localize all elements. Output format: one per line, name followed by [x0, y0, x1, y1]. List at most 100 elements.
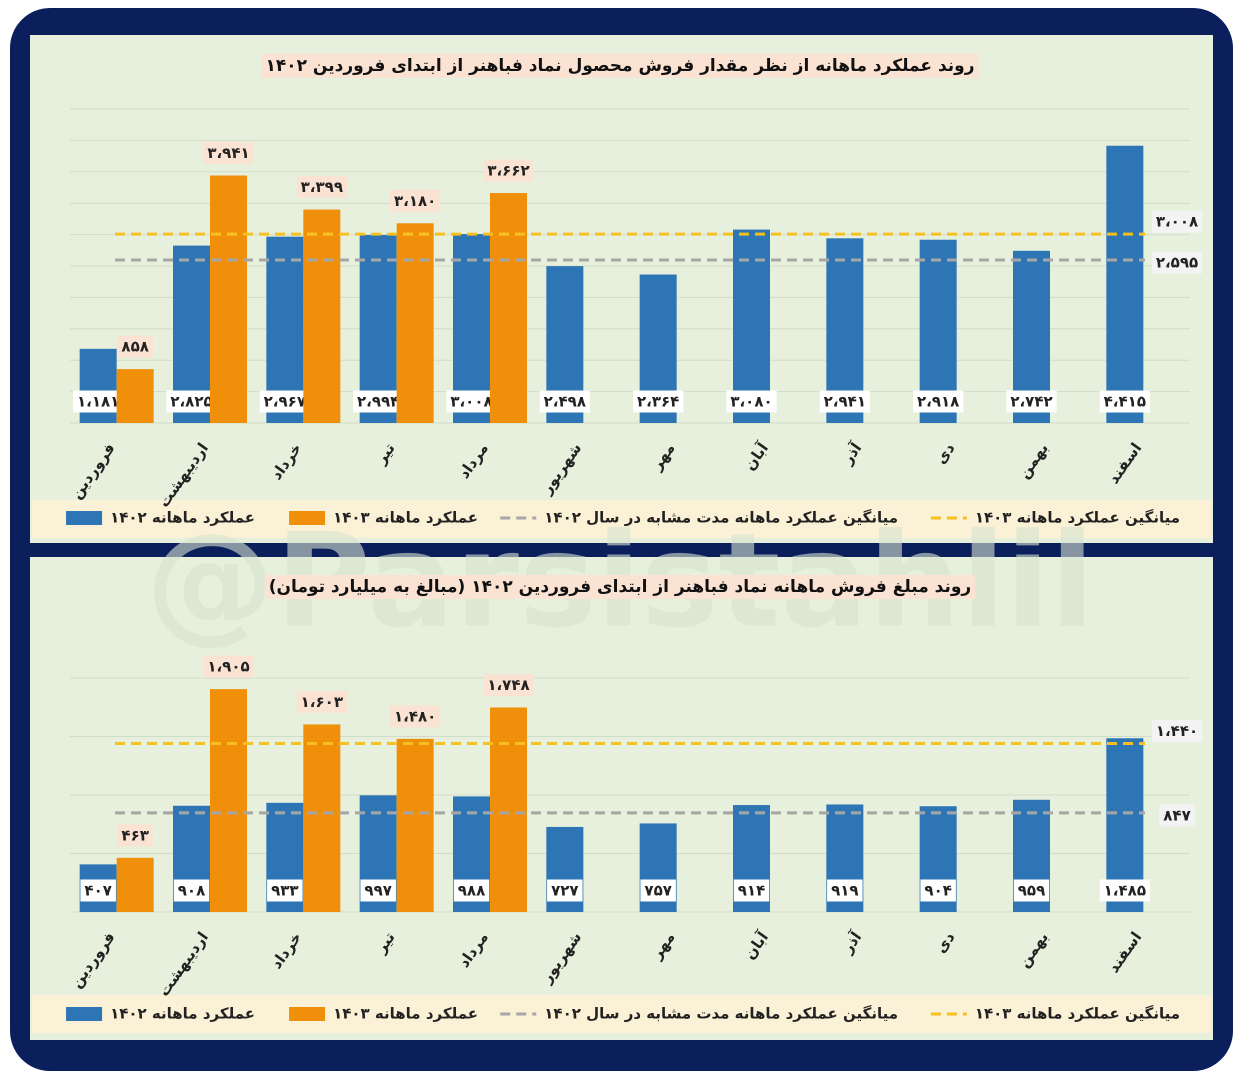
- value-label-box: [360, 879, 396, 902]
- value-label-box: [726, 390, 777, 413]
- legend-label: عملکرد ماهانه ۱۴۰۳: [333, 1005, 478, 1023]
- value-label-box: [446, 390, 497, 413]
- value-label-box: [483, 673, 534, 696]
- legend-label: عملکرد ماهانه ۱۴۰۲: [110, 1005, 255, 1023]
- value-label-box: [203, 655, 254, 678]
- bar: [396, 738, 434, 912]
- value-label-box: [80, 879, 116, 902]
- value-label: ۲،۹۱۸: [917, 393, 959, 411]
- value-label-box: [483, 159, 534, 182]
- value-label: ۹۰۴: [924, 882, 951, 900]
- value-label: ۱،۷۴۸: [487, 676, 529, 694]
- value-label-box: [166, 390, 217, 413]
- value-label-box: [1099, 879, 1150, 902]
- bar: [396, 223, 434, 423]
- value-label-box: [296, 690, 347, 713]
- legend-band: [32, 500, 1211, 538]
- chart-title: روند مبلغ فروش ماهانه نماد فباهنر از ابت…: [269, 577, 971, 597]
- legend-label: میانگین عملکرد ماهانه ۱۴۰۳: [975, 1005, 1180, 1023]
- legend-band: [32, 995, 1211, 1033]
- reference-label-box: [1151, 720, 1203, 743]
- value-label: ۲،۸۲۵: [170, 393, 212, 411]
- value-label: ۱،۴۸۵: [1104, 882, 1146, 900]
- reference-label: ۳،۰۰۸: [1156, 213, 1198, 231]
- value-label: ۲،۷۴۲: [1010, 393, 1052, 411]
- value-label-box: [117, 335, 153, 358]
- value-label: ۳،۶۶۲: [487, 162, 529, 180]
- value-label-box: [259, 390, 310, 413]
- chart-title-box: [261, 54, 979, 78]
- value-label-box: [819, 390, 870, 413]
- value-label: ۴،۴۱۵: [1104, 393, 1146, 411]
- value-label: ۲،۹۹۴: [357, 393, 399, 411]
- value-label-box: [267, 879, 303, 902]
- value-label-box: [353, 390, 404, 413]
- value-label: ۴۰۷: [84, 882, 111, 900]
- value-label: ۹۹۷: [364, 882, 391, 900]
- value-label: ۱،۶۰۳: [301, 693, 343, 711]
- reference-label: ۲،۵۹۵: [1156, 254, 1198, 272]
- legend-label: عملکرد ماهانه ۱۴۰۳: [333, 509, 478, 527]
- value-label: ۹۰۸: [178, 882, 205, 900]
- bar: [490, 707, 527, 912]
- bar: [116, 857, 154, 912]
- value-label: ۱،۱۸۱: [77, 393, 119, 411]
- bar: [303, 724, 341, 912]
- value-label: ۹۸۸: [458, 882, 485, 900]
- value-label: ۳،۹۴۱: [207, 144, 249, 162]
- value-label: ۹۵۹: [1018, 882, 1045, 900]
- value-label-box: [547, 879, 583, 902]
- value-label-box: [920, 879, 956, 902]
- value-label: ۳،۰۸۰: [730, 393, 772, 411]
- value-label: ۹۱۹: [831, 882, 858, 900]
- reference-label-box: [1151, 251, 1203, 274]
- value-label-box: [203, 142, 254, 165]
- bar: [303, 209, 341, 423]
- bar: [490, 193, 527, 423]
- value-label: ۳،۰۰۸: [450, 393, 492, 411]
- value-label-box: [733, 879, 770, 902]
- value-label: ۱،۹۰۵: [207, 658, 249, 676]
- reference-label: ۱،۴۴۰: [1156, 722, 1198, 740]
- value-label: ۹۱۴: [738, 882, 765, 900]
- value-label: ۱،۴۸۰: [394, 707, 436, 725]
- value-label-box: [539, 390, 590, 413]
- legend-label: میانگین عملکرد ماهانه ۱۴۰۳: [975, 509, 1180, 527]
- value-label-box: [1099, 390, 1150, 413]
- value-label: ۲،۹۴۱: [824, 393, 866, 411]
- value-label: ۲،۹۶۷: [264, 393, 306, 411]
- value-label: ۹۳۳: [271, 882, 298, 900]
- value-label-box: [640, 879, 676, 902]
- chart-title: روند عملکرد ماهانه از نظر مقدار فروش محص…: [265, 56, 974, 76]
- value-label: ۲،۴۹۸: [544, 393, 586, 411]
- value-label: ۳،۳۹۹: [301, 178, 343, 196]
- value-label-box: [453, 879, 490, 902]
- value-label-box: [913, 390, 964, 413]
- value-label: ۷۵۷: [644, 882, 671, 900]
- legend-swatch: [66, 511, 103, 525]
- value-label-box: [827, 879, 863, 902]
- value-label-box: [1013, 879, 1050, 902]
- bar: [1106, 145, 1144, 423]
- value-label-box: [1006, 390, 1057, 413]
- bar: [116, 369, 154, 423]
- legend-swatch: [289, 1007, 326, 1021]
- chart-title-box: [264, 575, 976, 599]
- value-label: ۷۲۷: [551, 882, 578, 900]
- legend-label: میانگین عملکرد ماهانه مدت مشابه در سال ۱…: [544, 1005, 898, 1023]
- legend-label: عملکرد ماهانه ۱۴۰۲: [110, 509, 255, 527]
- value-label-box: [117, 824, 153, 847]
- legend-swatch: [289, 511, 326, 525]
- bar: [210, 689, 247, 912]
- value-label-box: [73, 390, 124, 413]
- value-label: ۳،۱۸۰: [394, 192, 436, 210]
- value-label: ۸۵۸: [121, 338, 148, 356]
- reference-label-box: [1159, 804, 1195, 827]
- reference-label-box: [1151, 210, 1203, 233]
- value-label-box: [390, 705, 441, 728]
- reference-label: ۸۴۷: [1163, 806, 1190, 824]
- value-label-box: [633, 390, 684, 413]
- bar: [210, 175, 247, 423]
- legend-label: میانگین عملکرد ماهانه مدت مشابه در سال ۱…: [544, 509, 898, 527]
